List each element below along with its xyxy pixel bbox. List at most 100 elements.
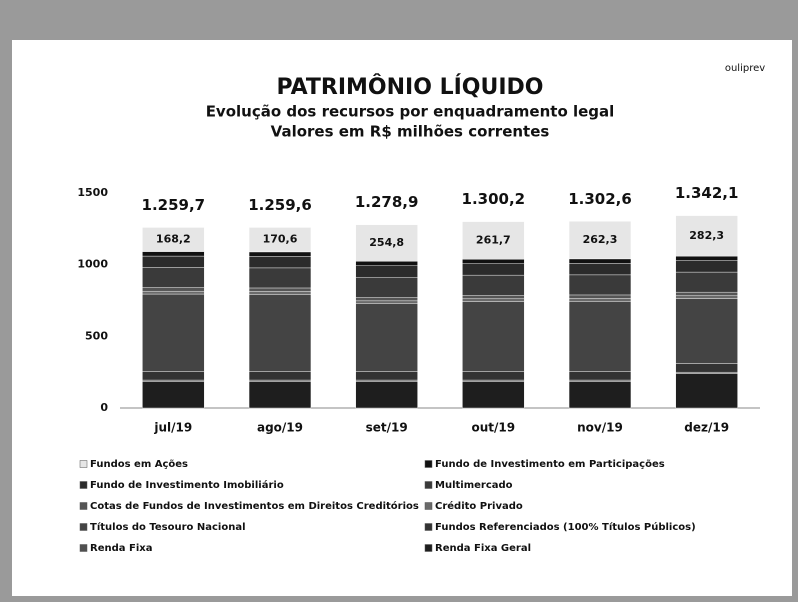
y-tick-label: 1000 [77, 258, 108, 271]
legend-label: Renda Fixa [90, 543, 152, 554]
bar-segment [248, 256, 312, 269]
bar-segment [568, 371, 632, 381]
legend-swatch [79, 481, 88, 489]
bar-segment [462, 371, 525, 381]
bar-segment [462, 301, 525, 372]
bar-segment [462, 263, 525, 276]
x-tick-label: out/19 [472, 421, 516, 435]
total-label: 1.259,6 [248, 196, 312, 214]
bar-segment [248, 251, 312, 257]
bar-segment [568, 381, 632, 409]
bar-segment [248, 267, 312, 289]
legend-swatch [79, 544, 88, 552]
bar-segment [462, 294, 525, 299]
legend-swatch [79, 502, 88, 510]
legend-label: Fundos Referenciados (100% Títulos Públi… [435, 521, 696, 533]
bar-segment [142, 290, 205, 295]
data-label: 168,2 [156, 232, 191, 245]
y-tick-label: 1500 [77, 186, 108, 199]
total-label: 1.342,1 [675, 184, 739, 202]
bar-segment [355, 224, 418, 262]
legend-swatch [424, 544, 433, 552]
legend-swatch [424, 460, 433, 468]
bar-segment [142, 293, 205, 372]
bar-segment [142, 251, 205, 257]
bar-segment [355, 297, 418, 302]
bar-segment [142, 371, 205, 381]
legend-label: Fundo de Investimento em Participações [435, 459, 665, 470]
bar-segment [675, 255, 738, 261]
data-label: 261,7 [476, 233, 511, 246]
bar-segment [355, 300, 418, 304]
bar-segment [462, 381, 525, 409]
bar-segment [568, 294, 632, 299]
bar-segment [568, 221, 632, 260]
legend-label: Crédito Privado [435, 500, 523, 512]
subtitle: Evolução dos recursos por enquadramento … [206, 103, 615, 121]
bar-segment [248, 381, 312, 409]
bar-segment [675, 271, 738, 293]
bar-segment [675, 215, 738, 257]
bar-segment [142, 255, 205, 268]
bar-segment [568, 274, 632, 296]
bar-segment [142, 227, 205, 252]
total-label: 1.278,9 [355, 193, 419, 211]
bar-segment [568, 298, 632, 302]
bar-segment [355, 265, 418, 278]
x-tick-label: nov/19 [577, 421, 623, 435]
bar-segment [568, 258, 632, 264]
total-label: 1.300,2 [462, 190, 526, 208]
bar-segment [675, 291, 738, 296]
bar-segment [462, 298, 525, 302]
bar-segment [462, 221, 525, 260]
legend-swatch [424, 523, 433, 531]
bar-segment [568, 301, 632, 372]
bar-segment [355, 371, 418, 381]
bar-segment [675, 295, 738, 299]
legend-label: Fundos em Ações [90, 459, 188, 470]
data-label: 262,3 [583, 233, 618, 246]
bar-segment [462, 258, 525, 264]
legend-label: Renda Fixa Geral [435, 543, 531, 554]
legend-label: Cotas de Fundos de Investimentos em Dire… [90, 500, 419, 512]
data-label: 282,3 [689, 229, 724, 242]
bar-segment [675, 298, 738, 364]
legend-swatch [424, 502, 433, 510]
bar-segment [355, 261, 418, 266]
y-tick-label: 0 [100, 401, 108, 414]
bar-segment [142, 267, 205, 288]
bar-segment [675, 371, 738, 374]
bar-segment [248, 291, 312, 295]
bar-segment [142, 379, 205, 382]
bar-segment [355, 276, 418, 298]
legend-label: Multimercado [435, 480, 513, 491]
bar-segment [675, 373, 738, 409]
x-tick-label: ago/19 [257, 421, 303, 435]
bar-segment [355, 303, 418, 372]
legend-label: Títulos do Tesouro Nacional [90, 521, 246, 533]
chart-title: PATRIMÔNIO LÍQUIDO [276, 74, 543, 100]
subtitle: Valores em R$ milhões correntes [271, 123, 550, 141]
bar-segment [248, 371, 312, 381]
legend-swatch [79, 460, 88, 468]
bar-segment [142, 381, 205, 409]
y-tick-label: 500 [85, 329, 108, 342]
x-tick-label: jul/19 [153, 421, 192, 435]
bar-segment [355, 381, 418, 409]
bar-segment [248, 287, 312, 292]
x-tick-label: dez/19 [684, 421, 729, 435]
bar-segment [248, 294, 312, 372]
bar-segment [675, 260, 738, 273]
legend-swatch [424, 481, 433, 489]
x-tick-label: set/19 [366, 421, 408, 435]
bar-segment [462, 274, 525, 296]
total-label: 1.302,6 [568, 190, 632, 208]
bar-segment [675, 363, 738, 373]
bar-segment [462, 379, 525, 382]
legend-label: Fundo de Investimento Imobiliário [90, 479, 284, 491]
legend-swatch [79, 523, 88, 531]
bar-segment [248, 379, 312, 382]
bar-segment [248, 227, 312, 253]
logo: ouliprev [725, 63, 765, 74]
